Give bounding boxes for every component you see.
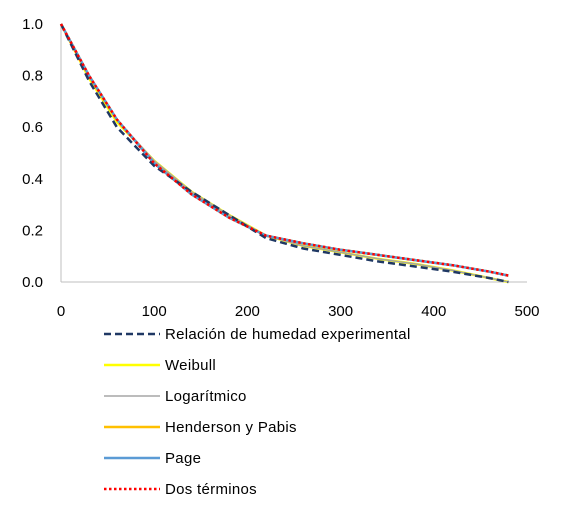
legend-label: Henderson y Pabis xyxy=(165,419,297,436)
series-line-henderson-y-pabis xyxy=(59,23,509,277)
legend-label: Relación de humedad experimental xyxy=(165,326,411,343)
legend: Relación de humedad experimental Weibull L… xyxy=(104,326,411,498)
axes xyxy=(60,24,527,283)
x-tick-label: 400 xyxy=(421,303,446,320)
x-tick-labels: 0 100 200 300 400 500 xyxy=(57,303,540,320)
y-tick-label: 0.6 xyxy=(22,119,43,136)
series-line-relación-de-humedad-experimental xyxy=(59,23,509,284)
legend-label: Logarítmico xyxy=(165,388,247,405)
y-tick-label: 0.2 xyxy=(22,222,43,239)
y-tick-label: 0.8 xyxy=(22,68,43,85)
y-tick-label: 0.0 xyxy=(22,274,43,291)
y-tick-label: 1.0 xyxy=(22,16,43,33)
x-tick-label: 100 xyxy=(142,303,167,320)
series-line-page xyxy=(59,23,509,277)
x-tick-label: 0 xyxy=(57,303,65,320)
y-tick-labels: 0.0 0.2 0.4 0.6 0.8 1.0 xyxy=(22,16,43,291)
series-layer xyxy=(59,23,509,284)
x-tick-label: 500 xyxy=(514,303,539,320)
legend-label: Weibull xyxy=(165,357,216,374)
y-tick-label: 0.4 xyxy=(22,171,43,188)
series-line-dos-términos xyxy=(59,23,509,277)
x-tick-label: 300 xyxy=(328,303,353,320)
legend-label: Dos términos xyxy=(165,481,257,498)
x-tick-label: 200 xyxy=(235,303,260,320)
legend-label: Page xyxy=(165,450,201,467)
